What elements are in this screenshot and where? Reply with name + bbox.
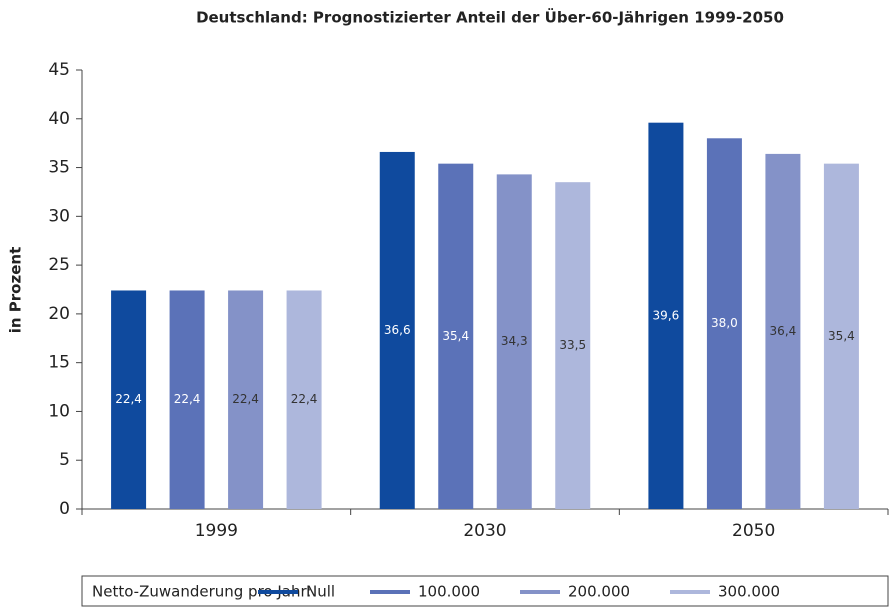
x-tick-label: 2050 [732, 521, 775, 541]
bar [169, 290, 205, 509]
chart-title: Deutschland: Prognostizierter Anteil der… [196, 8, 784, 27]
data-label: 39,6 [653, 308, 680, 322]
bar [496, 174, 532, 509]
data-label: 22,4 [115, 392, 142, 406]
data-label: 36,6 [384, 323, 411, 337]
bar [438, 163, 474, 510]
y-tick-label: 20 [48, 304, 70, 324]
data-label: 36,4 [770, 324, 797, 338]
bar [286, 290, 322, 509]
y-tick-label: 30 [48, 206, 70, 226]
legend-box [81, 575, 889, 607]
bar [648, 122, 684, 510]
x-tick-label: 2030 [463, 521, 506, 541]
data-label: 35,4 [828, 329, 855, 343]
bar [379, 151, 415, 510]
legend-label: Null [306, 583, 335, 601]
bar [823, 163, 859, 510]
legend-label: 100.000 [418, 583, 480, 601]
y-tick-label: 25 [48, 255, 70, 275]
data-label: 35,4 [442, 329, 469, 343]
data-label: 34,3 [501, 334, 528, 348]
bar [111, 290, 147, 509]
legend-label: 300.000 [718, 583, 780, 601]
y-tick-label: 45 [48, 60, 70, 80]
y-tick-label: 5 [59, 450, 70, 470]
bar [228, 290, 264, 509]
data-label: 38,0 [711, 316, 738, 330]
bar [555, 182, 591, 509]
legend-label: 200.000 [568, 583, 630, 601]
data-label: 22,4 [232, 392, 259, 406]
legend-title: Netto-Zuwanderung pro Jahr: [92, 583, 311, 601]
y-tick-label: 10 [48, 401, 70, 421]
y-tick-label: 35 [48, 158, 70, 178]
y-tick-label: 40 [48, 109, 70, 129]
y-tick-label: 15 [48, 353, 70, 373]
data-label: 22,4 [174, 392, 201, 406]
y-axis-label: in Prozent [7, 247, 25, 334]
x-tick-label: 1999 [195, 521, 238, 541]
data-label: 33,5 [559, 338, 586, 352]
bar [706, 138, 742, 510]
bar [765, 153, 801, 510]
data-label: 22,4 [291, 392, 318, 406]
y-tick-label: 0 [59, 499, 70, 519]
